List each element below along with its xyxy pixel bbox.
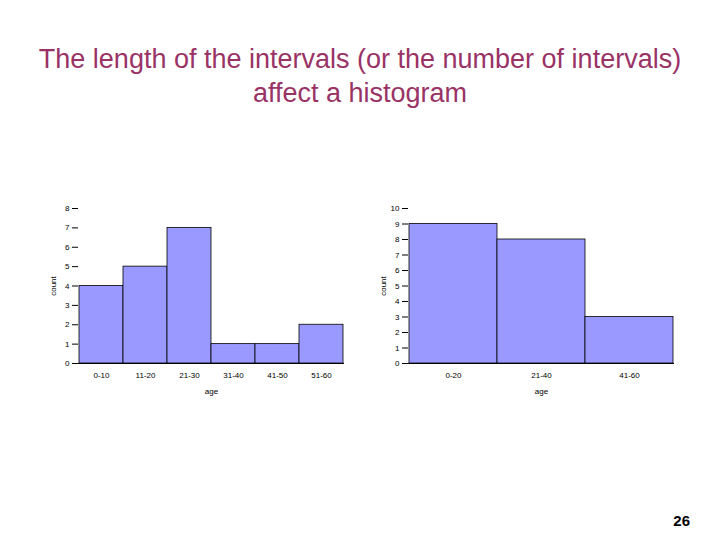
svg-text:8: 8 [65,204,70,213]
svg-text:51-60: 51-60 [311,371,332,380]
svg-text:8: 8 [395,235,400,244]
svg-text:2: 2 [65,320,70,329]
svg-text:count: count [379,275,388,295]
svg-text:0-10: 0-10 [93,371,110,380]
svg-text:10: 10 [391,204,400,213]
svg-text:0: 0 [65,359,70,368]
svg-text:6: 6 [65,243,70,252]
svg-text:6: 6 [395,266,400,275]
svg-text:4: 4 [65,282,70,291]
svg-text:5: 5 [395,282,400,291]
svg-text:21-30: 21-30 [179,371,200,380]
svg-text:3: 3 [395,313,400,322]
svg-text:21-40: 21-40 [531,371,552,380]
svg-text:11-20: 11-20 [136,371,156,380]
svg-text:0: 0 [395,359,400,368]
svg-text:9: 9 [395,220,400,229]
html-text:The length of the intervals (o: The length of the intervals (or the numb… [38,44,682,108]
svg-text:age: age [205,387,219,396]
svg-text:2: 2 [395,328,400,337]
svg-text:5: 5 [65,262,70,271]
svg-text:1: 1 [65,340,70,349]
svg-text:age: age [535,387,549,396]
svg-text:0-20: 0-20 [445,371,462,380]
svg-text:count: count [49,275,58,295]
svg-text:41-50: 41-50 [267,371,288,380]
svg-text:1: 1 [395,344,400,353]
svg-text:31-40: 31-40 [223,371,244,380]
svg-text:4: 4 [395,297,400,306]
svg-text:3: 3 [65,301,70,310]
svg-text:7: 7 [65,223,70,232]
svg-text:7: 7 [395,251,400,260]
svg-text:41-60: 41-60 [619,371,640,380]
html-text:26: 26 [673,512,690,529]
